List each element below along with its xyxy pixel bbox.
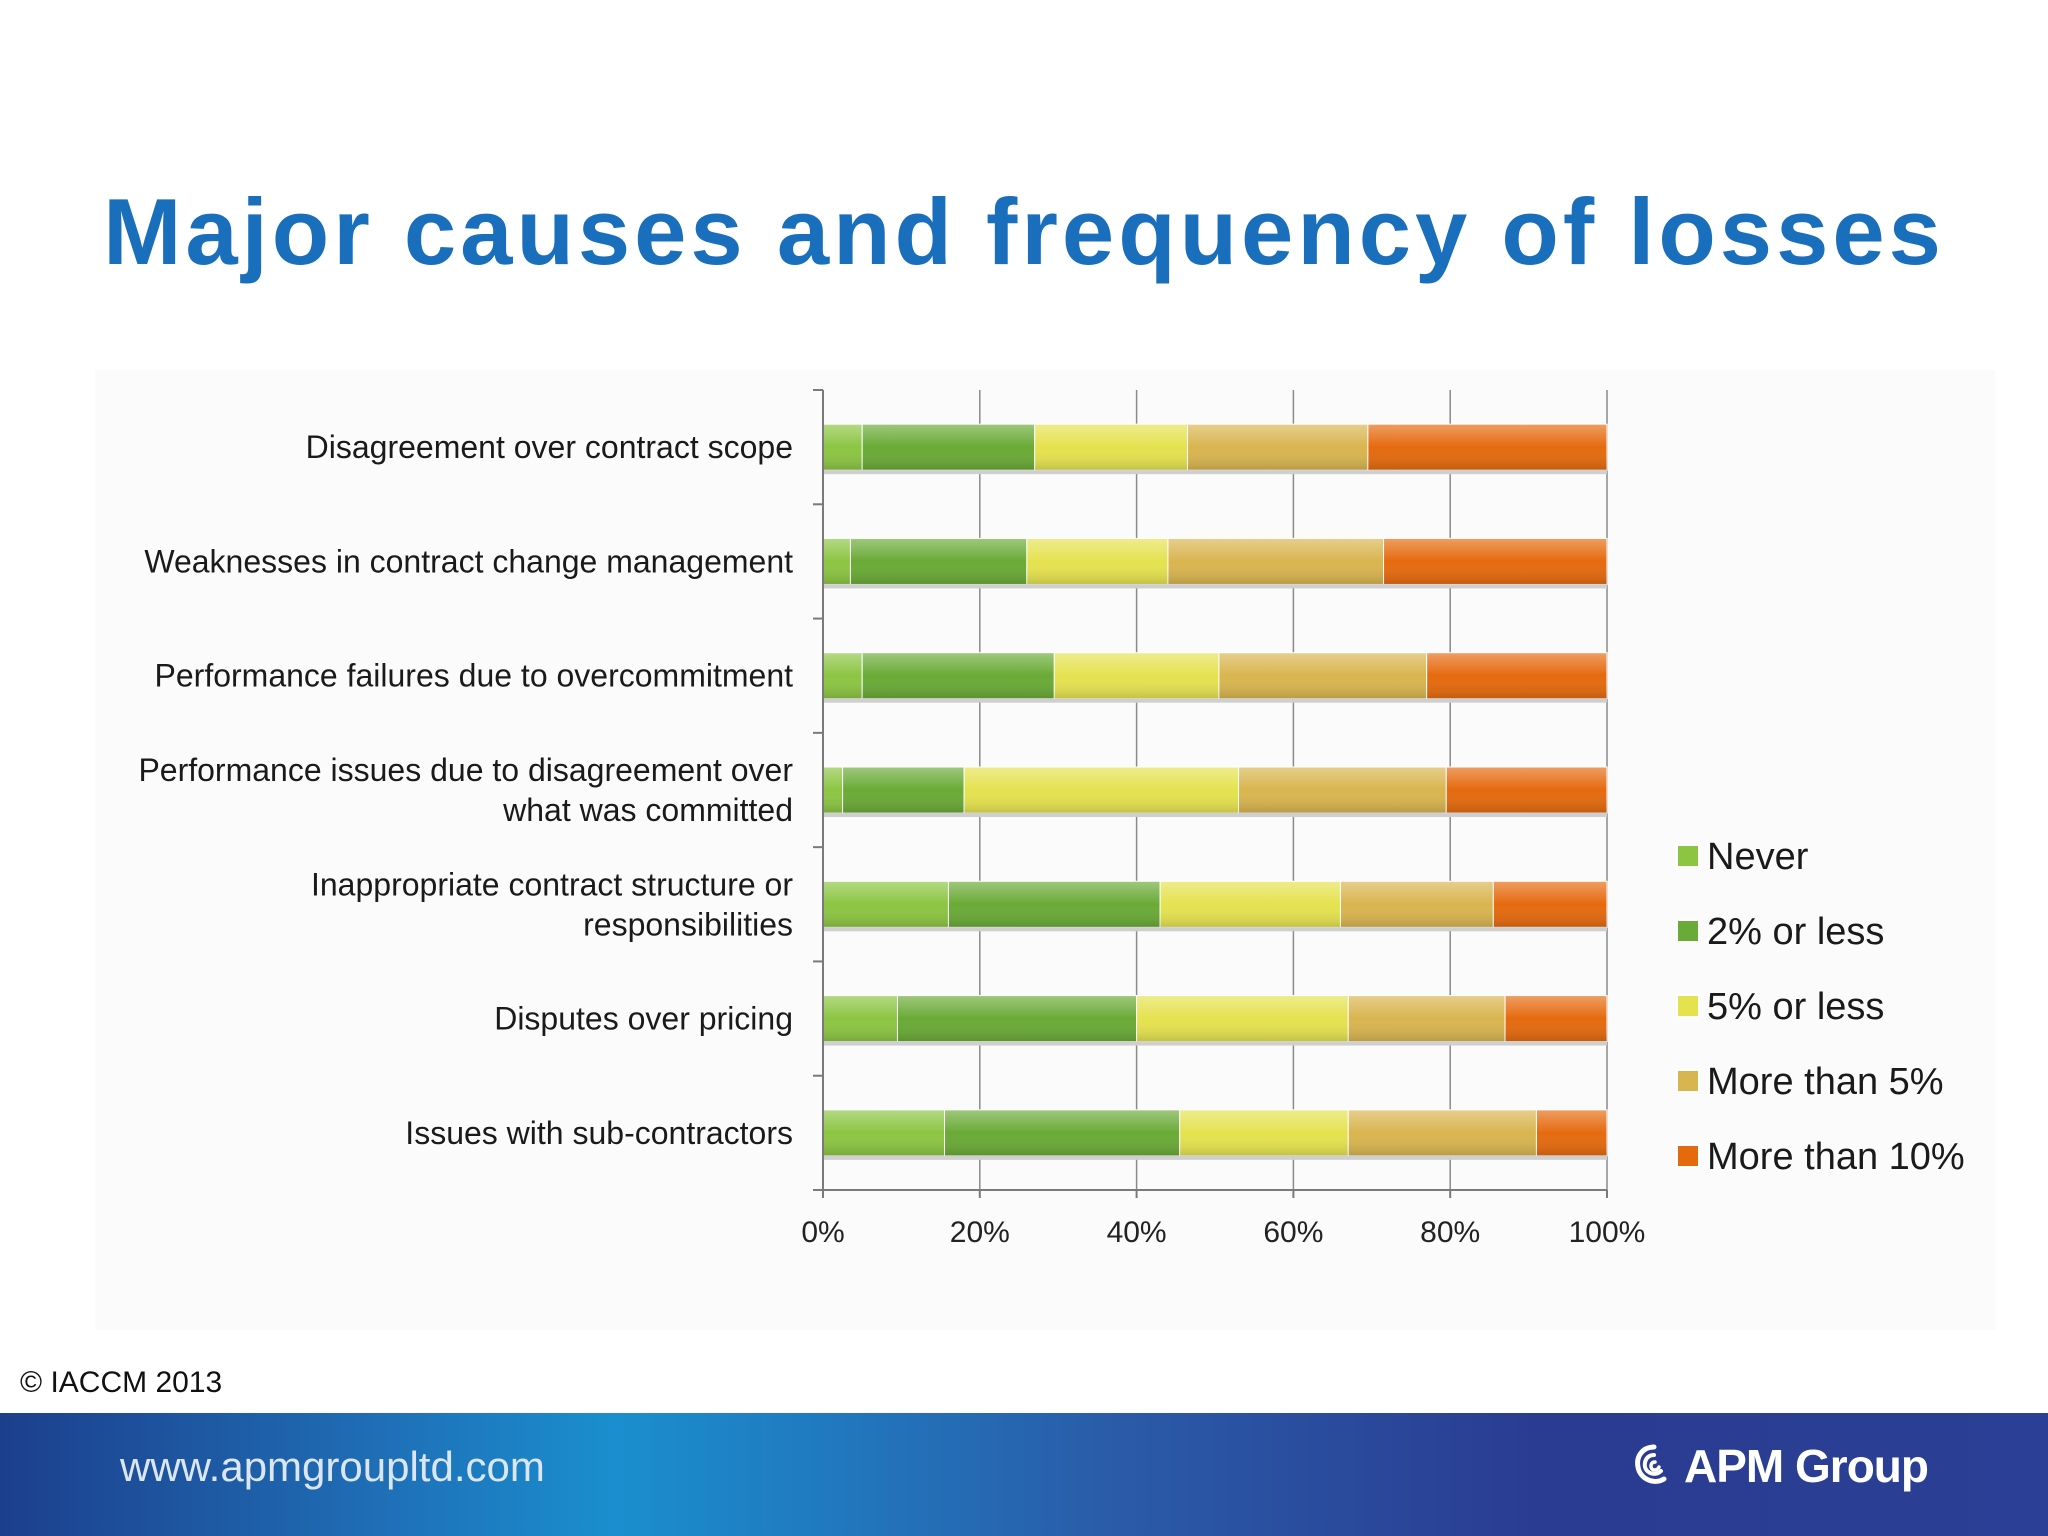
bar-segment-shading (897, 995, 1137, 1042)
bar-segment-shading (823, 538, 851, 585)
bar-segment-shading (1536, 1109, 1607, 1156)
bar-segment-shading (1426, 652, 1607, 699)
bar-segment-shading (1218, 652, 1427, 699)
x-tick-label: 60% (1263, 1216, 1323, 1249)
legend-swatch (1676, 1144, 1700, 1168)
bar-shadow (823, 813, 1607, 817)
bar-segment-shading (842, 767, 965, 813)
bar-segment-shading (862, 652, 1055, 699)
bar-segment-shading (1493, 881, 1607, 928)
bar-segment-shading (1383, 538, 1607, 585)
legend-swatch (1676, 1069, 1700, 1093)
bar-shadow (823, 470, 1607, 475)
category-label: Inappropriate contract structure or (311, 866, 793, 902)
bar-segment-shading (944, 1109, 1180, 1156)
bar-segment-shading (1179, 1109, 1349, 1156)
category-label: Weaknesses in contract change management (144, 543, 793, 579)
bar-segment-shading (1034, 424, 1188, 471)
bar-segment-shading (1136, 995, 1349, 1042)
bar-segment-shading (823, 1109, 945, 1156)
x-tick-label: 100% (1569, 1216, 1646, 1249)
bar-segment-shading (1348, 995, 1506, 1042)
category-label: Performance issues due to disagreement o… (138, 752, 793, 788)
category-label: Disagreement over contract scope (306, 429, 793, 465)
bar-segment-shading (1505, 995, 1607, 1042)
footer-bar: www.apmgroupltd.com APM Group (0, 1413, 2048, 1536)
swirl-logo-icon (1635, 1444, 1667, 1484)
bar-segment-shading (1238, 767, 1447, 813)
footer-website-link[interactable]: www.apmgroupltd.com (120, 1443, 545, 1490)
bar-segment-shading (1160, 881, 1341, 928)
bar-shadow (823, 1041, 1607, 1046)
bar-segment-shading (823, 881, 949, 928)
legend-swatch (1676, 844, 1700, 868)
legend: Never 2% or less 5% or less More than 5% Mor… (1676, 836, 1965, 1178)
bar-segment-shading (1340, 881, 1494, 928)
legend-label: 5% or less (1707, 986, 1884, 1028)
bar-segment-shading (1054, 652, 1219, 699)
category-labels: Disagreement over contract scope Weakness… (138, 429, 793, 1151)
bar-segment-shading (1187, 424, 1368, 471)
bar-segment-shading (850, 538, 1027, 585)
bar-segment-shading (1446, 767, 1607, 813)
legend-label: More than 10% (1707, 1136, 1965, 1178)
bar-segment-shading (1167, 538, 1384, 585)
bar-shadow (823, 584, 1607, 589)
bar-segment-shading (1026, 538, 1168, 585)
bar-segment-shading (823, 652, 863, 699)
bar-segment-shading (862, 424, 1035, 471)
legend-label: Never (1707, 836, 1809, 878)
bar-segment-shading (823, 995, 898, 1042)
category-label: responsibilities (583, 906, 793, 942)
slide-title: Major causes and frequency of losses (103, 179, 1945, 284)
legend-label: 2% or less (1707, 911, 1884, 953)
category-label: Issues with sub-contractors (405, 1115, 793, 1151)
legend-swatch (1676, 994, 1700, 1018)
bar-segment-shading (823, 767, 843, 813)
legend-label: More than 5% (1707, 1061, 1944, 1103)
category-label: Performance failures due to overcommitme… (155, 658, 794, 694)
category-label: Disputes over pricing (494, 1001, 793, 1037)
bar-segment-shading (1367, 424, 1607, 471)
x-tick-label: 40% (1107, 1216, 1167, 1249)
x-tick-labels: 0% 20% 40% 60% 80% 100% (801, 1216, 1645, 1249)
brand-name: APM Group (1684, 1440, 1929, 1492)
x-tick-label: 20% (950, 1216, 1010, 1249)
bar-segment-shading (948, 881, 1161, 928)
legend-swatch (1676, 919, 1700, 943)
bar-segment-shading (964, 767, 1239, 813)
x-tick-label: 0% (801, 1216, 844, 1249)
copyright-notice: © IACCM 2013 (20, 1366, 223, 1399)
axes (813, 389, 1608, 1198)
brand-logo: APM Group (1632, 1439, 1929, 1493)
bar-shadow (823, 698, 1607, 703)
category-label: what was committed (502, 792, 793, 828)
bar-segment-shading (823, 424, 863, 471)
x-tick-label: 80% (1420, 1216, 1480, 1249)
chart-area: Disagreement over contract scope Weakness… (95, 370, 1995, 1330)
bar-shadow (823, 927, 1607, 932)
bar-shadow (823, 1155, 1607, 1160)
bar-segment-shading (1348, 1109, 1537, 1156)
stacked-bar-chart: Disagreement over contract scope Weakness… (138, 389, 1965, 1249)
bars (822, 423, 1608, 1160)
